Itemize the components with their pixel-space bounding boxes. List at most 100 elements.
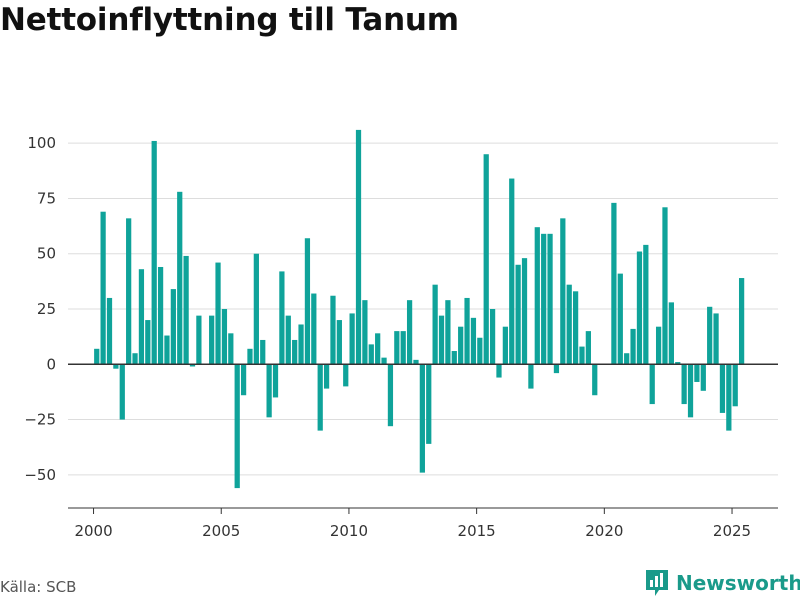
- bar: [445, 300, 451, 365]
- bar: [381, 357, 387, 365]
- bar: [151, 140, 157, 365]
- bar: [707, 306, 713, 365]
- bar: [687, 364, 694, 418]
- y-tick-label: −50: [24, 466, 56, 484]
- bar: [260, 339, 266, 365]
- bar: [566, 284, 572, 365]
- bar: [592, 364, 598, 396]
- x-tick-label: 2020: [585, 522, 623, 540]
- bar: [419, 364, 425, 473]
- bar: [655, 326, 662, 365]
- x-tick-label: 2005: [202, 522, 240, 540]
- bar: [375, 333, 381, 365]
- bar: [113, 364, 119, 369]
- x-tick-label: 2010: [330, 522, 368, 540]
- x-tick-label: 2025: [713, 522, 751, 540]
- bar: [738, 278, 745, 365]
- bar: [183, 255, 189, 365]
- bar: [368, 344, 374, 365]
- bar: [700, 364, 706, 391]
- bar: [285, 315, 291, 365]
- bar: [266, 364, 272, 418]
- bar: [336, 320, 342, 365]
- bar: [579, 346, 585, 365]
- bar: [509, 178, 515, 365]
- bar: [406, 300, 413, 365]
- bar: [177, 191, 183, 365]
- bar: [560, 218, 566, 365]
- bar: [451, 351, 457, 365]
- bar: [649, 364, 655, 405]
- bar: [304, 238, 311, 365]
- bar: [209, 315, 215, 365]
- bar: [668, 302, 674, 365]
- bar: [585, 331, 591, 365]
- bar: [279, 271, 285, 365]
- bar: [483, 154, 489, 365]
- bar: [330, 295, 336, 365]
- brand-logo: Newsworthy: [644, 568, 800, 598]
- bar: [126, 218, 132, 365]
- y-tick-labels: −50 −25 0 25 50 75 100: [24, 134, 56, 484]
- bar: [215, 262, 221, 365]
- bar: [323, 364, 330, 389]
- bar: [732, 364, 738, 407]
- bar: [547, 233, 553, 365]
- newsworthy-logo-icon: [646, 570, 668, 596]
- bar: [534, 227, 540, 365]
- bar: [713, 313, 719, 365]
- bar: [228, 333, 234, 365]
- bar: [521, 258, 528, 365]
- brand-name: Newsworthy: [676, 571, 800, 595]
- bar: [253, 253, 259, 365]
- y-tick-label: 25: [37, 300, 56, 318]
- bar: [221, 309, 228, 365]
- bars: [94, 129, 745, 489]
- bar: [719, 364, 726, 413]
- bar: [164, 335, 170, 365]
- y-tick-label: 50: [37, 245, 56, 263]
- bar: [189, 364, 196, 367]
- bar: [138, 269, 145, 365]
- bar: [694, 364, 700, 382]
- bar: [636, 251, 643, 365]
- bar: [311, 293, 317, 365]
- bar: [541, 233, 547, 365]
- bar: [432, 284, 438, 365]
- y-tick-label: 100: [27, 134, 56, 152]
- bar: [426, 364, 432, 444]
- bar: [413, 359, 419, 365]
- bar: [572, 291, 579, 365]
- bar: [662, 207, 668, 365]
- bar: [681, 364, 687, 405]
- bar: [553, 364, 560, 374]
- bar: [234, 364, 240, 489]
- bar: [343, 364, 349, 387]
- bar: [458, 326, 464, 365]
- source-note: Källa: SCB: [0, 578, 77, 596]
- bar: [106, 297, 113, 365]
- y-tick-label: −25: [24, 411, 56, 429]
- bar: [119, 364, 125, 420]
- bar: [528, 364, 534, 389]
- bar: [298, 324, 304, 365]
- x-tick-label: 2000: [74, 522, 112, 540]
- chart-title: Nettoinflyttning till Tanum: [0, 2, 459, 38]
- bar: [502, 326, 508, 365]
- bar: [496, 364, 502, 378]
- bar: [630, 328, 636, 365]
- bar: [470, 317, 477, 365]
- x-tick-label: 2015: [458, 522, 496, 540]
- y-tick-label: 75: [37, 189, 56, 207]
- bar: [355, 129, 362, 365]
- x-tick-labels: 2000 2005 2010 2015 2020 2025: [74, 522, 751, 540]
- bar: [611, 202, 617, 365]
- bar: [675, 362, 681, 365]
- axes: [68, 363, 778, 514]
- bar: [157, 266, 164, 365]
- bar: [515, 264, 521, 365]
- y-tick-label: 0: [46, 355, 56, 373]
- bar: [477, 337, 483, 365]
- bar: [362, 300, 368, 365]
